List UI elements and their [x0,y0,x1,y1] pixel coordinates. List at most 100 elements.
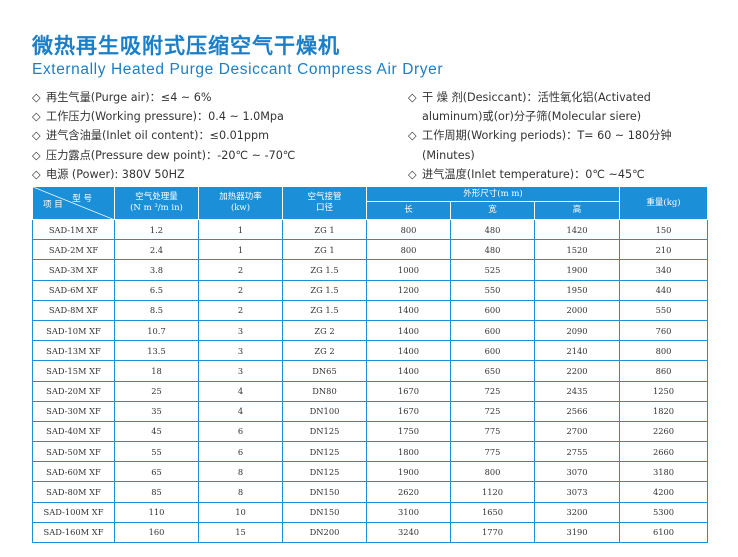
cell-weight: 800 [619,340,708,362]
cell-width: 480 [450,218,535,241]
cell-capacity: 6.5 [114,279,199,301]
cell-pipe: ZG 2 [282,340,367,362]
cell-model: SAD-50M XF [32,441,115,463]
cell-pipe: ZG 1.5 [282,299,367,321]
cell-weight: 2660 [619,441,708,463]
cell-weight: 6100 [619,521,708,544]
cell-weight: 210 [619,239,708,261]
spec-table: 型 号 项 目 空气处理量 (N m ³/m in) 加热器功率 (kw) 空气… [32,186,708,544]
cell-model: SAD-1M XF [32,218,115,241]
cell-pipe: DN200 [282,521,367,544]
cell-model: SAD-3M XF [32,259,115,281]
cell-length: 1400 [366,360,451,382]
cell-heater: 3 [198,319,283,342]
cell-length: 3240 [366,521,451,544]
cell-heater: 6 [198,420,283,443]
table-corner-header: 型 号 项 目 [32,186,115,220]
cell-heater: 3 [198,360,283,382]
table-row: SAD-60M XF 65 8 DN125 1900 800 3070 3180 [32,461,708,483]
cell-weight: 550 [619,299,708,321]
cell-model: SAD-60M XF [32,461,115,483]
cell-model: SAD-40M XF [32,420,115,443]
cell-height: 2700 [534,420,620,443]
diamond-icon: ◇ [32,148,41,162]
spec-item: ◇ 进气温度(Inlet temperature)：0℃ ~45℃ [408,165,718,184]
cell-height: 1420 [534,218,620,241]
spec-item: ◇ 电源 (Power): 380V 50HZ [32,165,392,184]
header-length: 长 [366,201,451,220]
diamond-icon: ◇ [32,129,41,143]
cell-weight: 440 [619,279,708,301]
cell-pipe: DN80 [282,380,367,402]
spec-text: 压力露点(Pressure dew point)：-20℃ ~ -70℃ [46,148,296,162]
cell-width: 725 [450,380,535,402]
cell-height: 3070 [534,461,620,483]
cell-width: 1650 [450,501,535,523]
spec-text-line2: (Minutes) [422,148,475,162]
cell-heater: 1 [198,239,283,261]
cell-weight: 150 [619,218,708,241]
cell-capacity: 10.7 [114,319,199,342]
cell-length: 800 [366,218,451,241]
cell-length: 1400 [366,319,451,342]
cell-heater: 6 [198,441,283,463]
table-row: SAD-13M XF 13.5 3 ZG 2 1400 600 2140 800 [32,340,708,362]
diamond-icon: ◇ [32,91,41,104]
specs-right: ◇ 干 燥 剂(Desiccant)：活性氧化铝(Activated aluminu… [408,88,718,184]
cell-width: 600 [450,319,535,342]
cell-heater: 1 [198,218,283,241]
cell-pipe: DN125 [282,420,367,443]
cell-length: 1800 [366,441,451,463]
cell-model: SAD-10M XF [32,319,115,342]
table-row: SAD-30M XF 35 4 DN100 1670 725 2566 1820 [32,400,708,422]
cell-height: 2090 [534,319,620,342]
spec-text-line1: 进气温度(Inlet temperature)：0℃ ~45℃ [422,167,645,181]
cell-length: 1900 [366,461,451,483]
spec-text-line1: 工作周期(Working periods)：T= 60 ~ 180分钟 [422,129,672,143]
spec-item: ◇ 进气含油量(Inlet oil content)：≤0.01ppm [32,126,392,145]
table-body: SAD-1M XF 1.2 1 ZG 1 800 480 1420 150 SAD-2M XF 2… [32,218,708,544]
cell-model: SAD-30M XF [32,400,115,422]
cell-capacity: 3.8 [114,259,199,281]
spec-item: ◇ 再生气量(Purge air)：≤4 ~ 6% [32,88,392,107]
header-item: 项 目 [43,200,63,210]
cell-model: SAD-20M XF [32,380,115,402]
cell-pipe: ZG 1.5 [282,279,367,301]
cell-width: 725 [450,400,535,422]
cell-length: 1750 [366,420,451,443]
table-row: SAD-6M XF 6.5 2 ZG 1.5 1200 550 1950 440 [32,279,708,301]
cell-height: 3200 [534,501,620,523]
cell-model: SAD-160M XF [32,521,115,544]
header-width: 宽 [450,201,535,220]
cell-weight: 1250 [619,380,708,402]
cell-model: SAD-8M XF [32,299,115,321]
spec-text: 电源 (Power): 380V 50HZ [46,167,185,181]
spec-item: ◇ 压力露点(Pressure dew point)：-20℃ ~ -70℃ [32,146,392,165]
table-row: SAD-160M XF 160 15 DN200 3240 1770 3190 6100 [32,521,708,544]
cell-weight: 4200 [619,481,708,503]
table-row: SAD-2M XF 2.4 1 ZG 1 800 480 1520 210 [32,239,708,261]
cell-capacity: 65 [114,461,199,483]
cell-length: 1670 [366,380,451,402]
table-row: SAD-20M XF 25 4 DN80 1670 725 2435 1250 [32,380,708,402]
header-model: 型 号 [72,194,92,204]
cell-width: 600 [450,340,535,362]
cell-model: SAD-13M XF [32,340,115,362]
cell-heater: 8 [198,461,283,483]
cell-length: 1670 [366,400,451,422]
cell-width: 800 [450,461,535,483]
cell-capacity: 55 [114,441,199,463]
cell-pipe: DN150 [282,481,367,503]
cell-pipe: ZG 1 [282,218,367,241]
table-row: SAD-50M XF 55 6 DN125 1800 775 2755 2660 [32,441,708,463]
diamond-icon: ◇ [408,91,417,104]
cell-height: 2000 [534,299,620,321]
cell-capacity: 110 [114,501,199,523]
cell-pipe: DN125 [282,441,367,463]
cell-width: 550 [450,279,535,301]
cell-pipe: DN125 [282,461,367,483]
cell-capacity: 8.5 [114,299,199,321]
table-row: SAD-80M XF 85 8 DN150 2620 1120 3073 4200 [32,481,708,503]
cell-height: 2566 [534,400,620,422]
cell-width: 1120 [450,481,535,503]
